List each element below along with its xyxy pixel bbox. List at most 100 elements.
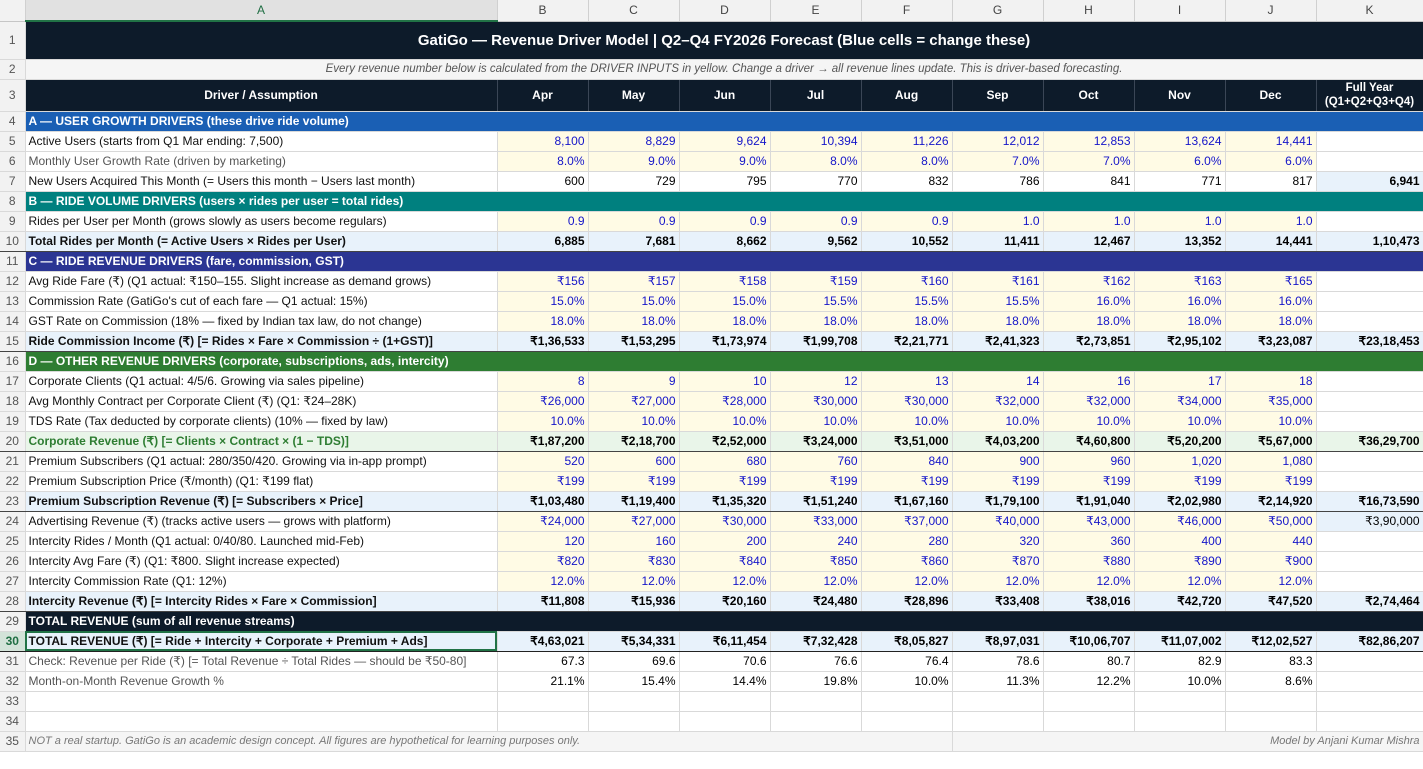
value-cell[interactable]: 12.2% [1043, 671, 1135, 692]
value-cell[interactable]: 770 [770, 171, 862, 192]
value-cell[interactable]: 10.0% [588, 411, 680, 432]
empty-cell[interactable] [497, 691, 589, 712]
value-cell[interactable]: 12.0% [588, 571, 680, 592]
row-header-14[interactable]: 14 [0, 311, 26, 332]
value-cell[interactable]: ₹1,67,160 [861, 491, 953, 512]
value-cell[interactable]: 14.4% [679, 671, 771, 692]
row-header-24[interactable]: 24 [0, 511, 26, 532]
value-cell[interactable]: ₹890 [1134, 551, 1226, 572]
value-cell[interactable]: 1.0 [1134, 211, 1226, 232]
value-cell[interactable]: ₹1,73,974 [679, 331, 771, 352]
value-cell[interactable]: 440 [1225, 531, 1317, 552]
value-cell[interactable]: 83.3 [1225, 651, 1317, 672]
disclaimer-footer[interactable]: NOT a real startup. GatiGo is an academi… [25, 731, 953, 752]
value-cell[interactable]: 10.0% [861, 671, 953, 692]
empty-cell[interactable] [497, 711, 589, 732]
full-year-cell[interactable] [1316, 151, 1423, 172]
row-header-16[interactable]: 16 [0, 351, 26, 372]
value-cell[interactable]: ₹1,79,100 [952, 491, 1044, 512]
value-cell[interactable]: ₹199 [497, 471, 589, 492]
header-full-year[interactable]: Full Year (Q1+Q2+Q3+Q4) [1316, 79, 1423, 112]
value-cell[interactable]: ₹32,000 [1043, 391, 1135, 412]
value-cell[interactable]: ₹2,02,980 [1134, 491, 1226, 512]
value-cell[interactable]: ₹1,35,320 [679, 491, 771, 512]
value-cell[interactable]: 1.0 [952, 211, 1044, 232]
row-header-31[interactable]: 31 [0, 651, 26, 672]
value-cell[interactable]: 18.0% [1225, 311, 1317, 332]
header-month-dec[interactable]: Dec [1225, 79, 1317, 112]
value-cell[interactable]: 18.0% [861, 311, 953, 332]
value-cell[interactable]: 16.0% [1225, 291, 1317, 312]
value-cell[interactable]: ₹158 [679, 271, 771, 292]
section-header[interactable]: B — RIDE VOLUME DRIVERS (users × rides p… [25, 191, 1423, 212]
value-cell[interactable]: ₹30,000 [679, 511, 771, 532]
value-cell[interactable]: ₹162 [1043, 271, 1135, 292]
row-label[interactable]: Month-on-Month Revenue Growth % [25, 671, 498, 692]
row-header-6[interactable]: 6 [0, 151, 26, 172]
value-cell[interactable]: 280 [861, 531, 953, 552]
value-cell[interactable]: 320 [952, 531, 1044, 552]
value-cell[interactable]: ₹2,73,851 [1043, 331, 1135, 352]
select-all-corner[interactable] [0, 0, 26, 22]
full-year-cell[interactable] [1316, 291, 1423, 312]
row-label[interactable]: Premium Subscription Price (₹/month) (Q1… [25, 471, 498, 492]
value-cell[interactable]: ₹46,000 [1134, 511, 1226, 532]
value-cell[interactable]: 600 [588, 451, 680, 472]
author-credit[interactable]: Model by Anjani Kumar Mishra [952, 731, 1423, 752]
full-year-cell[interactable]: 1,10,473 [1316, 231, 1423, 252]
value-cell[interactable]: 400 [1134, 531, 1226, 552]
row-label[interactable]: TOTAL REVENUE (₹) [= Ride + Intercity + … [25, 630, 498, 652]
row-header-23[interactable]: 23 [0, 491, 26, 512]
value-cell[interactable]: 1.0 [1225, 211, 1317, 232]
value-cell[interactable]: 10 [679, 371, 771, 392]
value-cell[interactable]: 15.0% [679, 291, 771, 312]
header-month-may[interactable]: May [588, 79, 680, 112]
header-month-oct[interactable]: Oct [1043, 79, 1135, 112]
value-cell[interactable]: 0.9 [861, 211, 953, 232]
value-cell[interactable]: ₹199 [952, 471, 1044, 492]
row-label[interactable]: Rides per User per Month (grows slowly a… [25, 211, 498, 232]
row-label[interactable]: Monthly User Growth Rate (driven by mark… [25, 151, 498, 172]
value-cell[interactable]: ₹199 [679, 471, 771, 492]
row-header-26[interactable]: 26 [0, 551, 26, 572]
value-cell[interactable]: ₹1,87,200 [497, 431, 589, 452]
column-header-H[interactable]: H [1043, 0, 1135, 22]
row-header-25[interactable]: 25 [0, 531, 26, 552]
value-cell[interactable]: 9.0% [588, 151, 680, 172]
value-cell[interactable]: ₹5,34,331 [588, 630, 680, 652]
value-cell[interactable]: 1,080 [1225, 451, 1317, 472]
value-cell[interactable]: ₹6,11,454 [679, 630, 771, 652]
row-header-11[interactable]: 11 [0, 251, 26, 272]
value-cell[interactable]: 11,411 [952, 231, 1044, 252]
value-cell[interactable]: ₹840 [679, 551, 771, 572]
row-label[interactable]: Premium Subscribers (Q1 actual: 280/350/… [25, 451, 498, 472]
value-cell[interactable]: 15.0% [497, 291, 589, 312]
value-cell[interactable]: ₹28,000 [679, 391, 771, 412]
value-cell[interactable]: 15.5% [952, 291, 1044, 312]
value-cell[interactable]: 12,467 [1043, 231, 1135, 252]
value-cell[interactable]: 10.0% [1043, 411, 1135, 432]
value-cell[interactable]: ₹1,51,240 [770, 491, 862, 512]
row-header-34[interactable]: 34 [0, 711, 26, 732]
value-cell[interactable]: ₹27,000 [588, 391, 680, 412]
value-cell[interactable]: ₹35,000 [1225, 391, 1317, 412]
value-cell[interactable]: ₹3,51,000 [861, 431, 953, 452]
full-year-cell[interactable] [1316, 311, 1423, 332]
value-cell[interactable]: ₹2,41,323 [952, 331, 1044, 352]
value-cell[interactable]: 786 [952, 171, 1044, 192]
value-cell[interactable]: ₹870 [952, 551, 1044, 572]
row-header-17[interactable]: 17 [0, 371, 26, 392]
value-cell[interactable]: 7,681 [588, 231, 680, 252]
value-cell[interactable]: 9,562 [770, 231, 862, 252]
header-month-jun[interactable]: Jun [679, 79, 771, 112]
value-cell[interactable]: ₹3,23,087 [1225, 331, 1317, 352]
value-cell[interactable]: ₹50,000 [1225, 511, 1317, 532]
row-label[interactable]: Check: Revenue per Ride (₹) [= Total Rev… [25, 651, 498, 672]
column-header-E[interactable]: E [770, 0, 862, 22]
value-cell[interactable]: 8 [497, 371, 589, 392]
value-cell[interactable]: ₹43,000 [1043, 511, 1135, 532]
header-month-aug[interactable]: Aug [861, 79, 953, 112]
empty-cell[interactable] [1043, 711, 1135, 732]
empty-cell[interactable] [588, 691, 680, 712]
header-month-apr[interactable]: Apr [497, 79, 589, 112]
